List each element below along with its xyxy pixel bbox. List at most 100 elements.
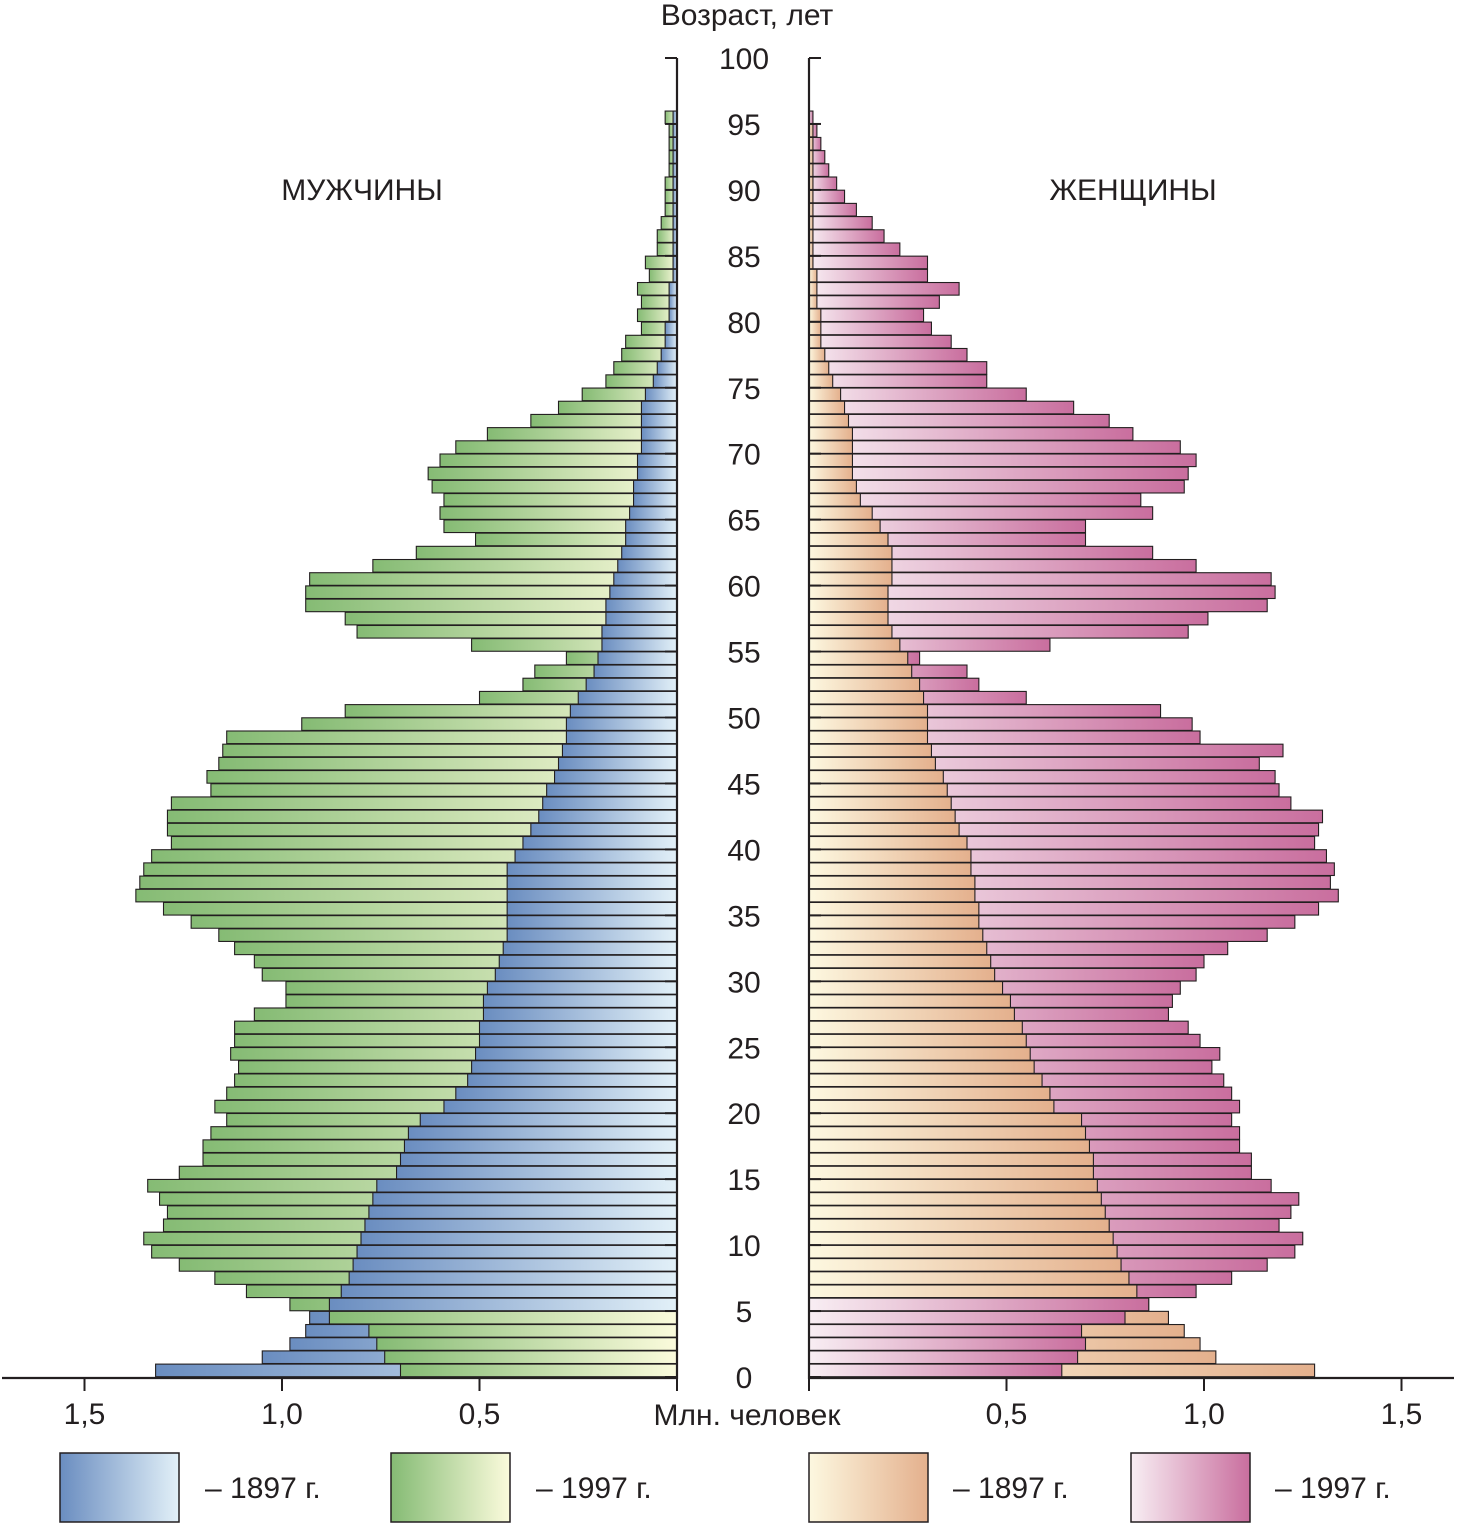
women-1897-bar-age-78 <box>808 334 822 349</box>
men-1897-bar-age-49 <box>565 717 678 731</box>
women-1997-bar-age-88 <box>808 202 857 217</box>
men-1897-bar-age-31 <box>498 954 678 969</box>
men-1897-bar-age-25 <box>478 1033 678 1048</box>
women-1897-bar-age-56 <box>808 624 893 639</box>
women-1897-bar-age-53 <box>808 664 913 679</box>
men-1897-bar-age-50 <box>569 704 678 718</box>
age-tick-label: 60 <box>727 571 760 604</box>
women-1897-bar-age-40 <box>808 835 968 850</box>
men-bars <box>135 110 678 1378</box>
women-1897-bar-age-51 <box>808 690 925 705</box>
x-tick-label-left: 0,5 <box>459 1398 501 1431</box>
men-1897-bar-age-44 <box>546 783 678 797</box>
men-1997-bar-age-4 <box>328 1310 678 1325</box>
men-1897-bar-age-77 <box>660 347 678 362</box>
age-tick-label: 15 <box>727 1164 760 1197</box>
men-1897-bar-age-48 <box>565 730 678 745</box>
men-1897-bar-age-8 <box>352 1258 678 1272</box>
legend-label: – 1897 г. <box>953 1472 1069 1505</box>
x-tick-label-left: 1,0 <box>261 1398 303 1431</box>
men-1897-bar-age-66 <box>632 493 678 507</box>
age-tick-label: 50 <box>727 703 760 736</box>
women-1897-bar-age-58 <box>808 598 889 613</box>
age-tick-label: 30 <box>727 966 760 999</box>
men-1897-bar-age-11 <box>364 1218 678 1233</box>
women-1897-bar-age-29 <box>808 981 1004 995</box>
men-1897-bar-age-63 <box>625 532 678 547</box>
men-1897-bar-age-43 <box>542 796 678 811</box>
men-1897-bar-age-39 <box>514 849 678 863</box>
women-1897-bar-age-21 <box>808 1086 1051 1101</box>
men-1897-bar-age-16 <box>399 1152 678 1167</box>
men-1897-bar-age-20 <box>443 1099 678 1114</box>
women-1897-bar-age-80 <box>808 308 822 323</box>
women-1897-bar-age-69 <box>808 453 854 468</box>
women-1897-bar-age-20 <box>808 1099 1055 1114</box>
men-1897-bar-age-51 <box>577 690 678 705</box>
men-1897-bar-age-12 <box>368 1205 678 1219</box>
age-tick-label: 40 <box>727 834 760 867</box>
women-1897-bar-age-6 <box>808 1284 1138 1299</box>
age-tick-label: 25 <box>727 1032 760 1065</box>
x-tick-label-right: 0,5 <box>986 1398 1028 1431</box>
women-1897-bar-age-76 <box>808 361 830 375</box>
women-1897-bar-age-68 <box>808 466 854 481</box>
x-tick-label-left: 1,5 <box>64 1398 106 1431</box>
women-1897-bar-age-30 <box>808 967 996 982</box>
women-1897-bar-age-27 <box>808 1007 1015 1022</box>
women-1897-bar-age-10 <box>808 1231 1114 1246</box>
men-1897-bar-age-14 <box>376 1178 678 1193</box>
women-1997-bar-age-71 <box>808 427 1134 441</box>
women-1897-bar-age-72 <box>808 413 850 428</box>
age-tick-label: 80 <box>727 307 760 340</box>
women-1897-bar-age-81 <box>808 295 818 309</box>
age-tick-label: 55 <box>727 637 760 670</box>
men-1897-bar-age-24 <box>474 1047 678 1061</box>
age-tick-label: 0 <box>736 1362 753 1395</box>
men-1897-bar-age-58 <box>605 598 678 613</box>
women-1897-bar-age-28 <box>808 994 1011 1008</box>
women-1897-bar-age-26 <box>808 1020 1023 1035</box>
men-1897-bar-age-41 <box>530 822 678 837</box>
men-1897-bar-age-60 <box>613 572 678 586</box>
x-tick-label-right: 1,5 <box>1381 1398 1423 1431</box>
women-1997-bar-age-75 <box>808 374 988 389</box>
women-1897-bar-age-46 <box>808 756 936 771</box>
women-1897-bar-age-25 <box>808 1033 1027 1048</box>
men-1997-bar-age-0 <box>399 1363 678 1378</box>
women-1897-bar-age-49 <box>808 717 929 731</box>
women-1997-bar-age-76 <box>808 361 988 375</box>
women-1897-bar-age-71 <box>808 427 854 441</box>
men-1897-bar-age-36 <box>506 888 678 903</box>
age-tick-label: 95 <box>727 109 760 142</box>
men-1897-bar-age-13 <box>372 1192 678 1206</box>
women-1997-bar-age-4 <box>808 1310 1126 1325</box>
women-1997-bar-age-89 <box>808 189 846 204</box>
women-1897-bar-age-83 <box>808 268 818 283</box>
women-1997-bar-age-0 <box>808 1363 1063 1378</box>
men-1897-bar-age-45 <box>553 770 678 784</box>
women-1897-bar-age-38 <box>808 862 972 877</box>
women-1997-bar-age-72 <box>808 413 1110 428</box>
men-1897-bar-age-54 <box>597 651 678 665</box>
men-1997-bar-age-84 <box>644 255 678 270</box>
men-1897-bar-age-29 <box>486 981 678 995</box>
men-1897-bar-age-72 <box>640 413 678 428</box>
women-1997-bar-age-87 <box>808 216 873 230</box>
women-1897-bar-age-63 <box>808 532 889 547</box>
legend: – 1897 г. – 1997 г. – 1897 г. – 1997 г. <box>59 1452 1391 1523</box>
men-1997-bar-age-2 <box>376 1337 678 1351</box>
men-1897-bar-age-70 <box>640 440 678 454</box>
men-1897-bar-age-68 <box>636 466 678 481</box>
women-1997-bar-age-79 <box>808 321 932 336</box>
legend-label: – 1897 г. <box>205 1472 321 1505</box>
women-1897-bar-age-64 <box>808 519 881 534</box>
men-1897-bar-age-67 <box>632 479 678 494</box>
men-1897-bar-age-35 <box>506 901 678 916</box>
men-1897-bar-age-21 <box>455 1086 678 1101</box>
men-1997-bar-age-3 <box>368 1323 678 1338</box>
tick-labels: 0 5 10 15 20 25 30 35 40 45 50 55 60 65 70 75 80 85 90 95 10… <box>64 43 1423 1431</box>
men-1897-bar-age-19 <box>419 1112 678 1127</box>
women-1897-bar-age-31 <box>808 954 992 969</box>
men-1897-bar-age-37 <box>506 875 678 890</box>
